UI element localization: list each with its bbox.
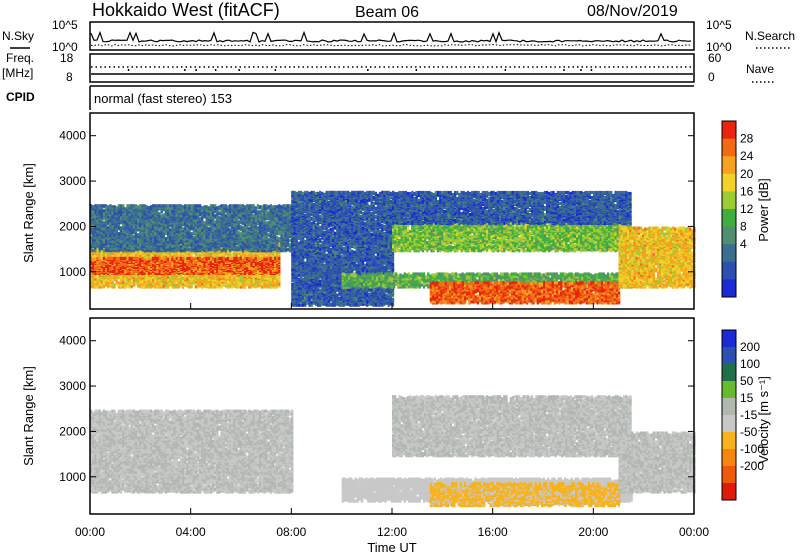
date-label: 08/Nov/2019 — [587, 3, 678, 20]
heatmap-cell — [96, 285, 98, 288]
nave-dip-mark — [128, 69, 130, 71]
heatmap-cell — [96, 276, 98, 279]
nsearch-trace — [91, 45, 691, 47]
heatmap-cell — [120, 276, 122, 279]
freq-label-line2: [MHz] — [2, 66, 33, 80]
heatmap-cell — [141, 280, 143, 283]
heatmap-cell — [148, 283, 150, 286]
heatmap-cell — [124, 282, 126, 285]
freq-strip: Freq. [MHz] 18 8 60 0 Nave — [2, 51, 776, 84]
nave-dip-mark — [416, 69, 418, 71]
nsky-strip: N.Sky 10^5 10^0 10^5 10^0 N.Search — [2, 18, 795, 54]
cpid-label: CPID — [6, 90, 35, 104]
nave-dip-mark — [563, 69, 565, 71]
heatmap-cell — [139, 277, 141, 280]
heatmap-cell — [135, 282, 137, 285]
power-heatmap — [90, 191, 696, 307]
nave-tick-top: 60 — [708, 51, 722, 65]
heatmap-cell — [114, 275, 116, 278]
nave-dip-mark — [215, 69, 217, 71]
heatmap-cell — [105, 282, 107, 285]
heatmap-cell — [96, 249, 98, 252]
heatmap-cell — [111, 280, 113, 283]
freq-tick-top: 18 — [60, 51, 74, 65]
freq-label-line1: Freq. — [6, 51, 34, 65]
heatmap-cell — [131, 280, 133, 283]
heatmap-cell — [150, 254, 152, 257]
nave-dip-mark — [580, 69, 582, 71]
heatmap-cell — [101, 283, 103, 286]
nave-dip-mark — [275, 69, 277, 71]
heatmap-cell — [163, 284, 165, 287]
nave-dip-mark — [505, 69, 507, 71]
heatmap-cell — [118, 281, 120, 284]
rti-figure: Hokkaido West (fitACF) Beam 06 08/Nov/20… — [0, 0, 800, 554]
cpid-value: normal (fast stereo) 153 — [94, 91, 232, 106]
nave-tick-bottom: 0 — [708, 70, 715, 84]
heatmap-cell — [101, 258, 103, 261]
freq-frame — [90, 54, 694, 82]
nsky-tick-top: 10^5 — [52, 18, 78, 32]
nave-label: Nave — [746, 62, 774, 76]
cpid-row: CPID normal (fast stereo) 153 — [6, 86, 694, 110]
nave-dip-mark — [367, 69, 369, 71]
heatmap-cell — [118, 254, 120, 257]
nave-dip-mark — [591, 69, 593, 71]
heatmap-cell — [146, 277, 148, 280]
heatmap-cell — [148, 279, 150, 282]
beam-label: Beam 06 — [355, 4, 419, 21]
heatmap-cell — [124, 279, 126, 282]
nsky-label: N.Sky — [2, 29, 34, 43]
nsearch-tick-top: 10^5 — [706, 18, 732, 32]
heatmap-cell — [139, 252, 141, 255]
nave-dip-mark — [184, 69, 186, 71]
nave-dips — [128, 69, 592, 71]
heatmap-cell — [133, 283, 135, 286]
nsky-frame — [90, 22, 694, 50]
nsearch-label: N.Search — [745, 29, 795, 43]
nsky-trace — [91, 32, 691, 42]
heatmap-cell — [111, 285, 113, 288]
heatmap-cell — [129, 285, 131, 288]
freq-tick-bottom: 8 — [66, 70, 73, 84]
plot-title: Hokkaido West (fitACF) — [92, 0, 280, 20]
nave-dip-mark — [238, 69, 240, 71]
heatmap-cell — [114, 283, 116, 286]
nave-dip-mark — [195, 69, 197, 71]
